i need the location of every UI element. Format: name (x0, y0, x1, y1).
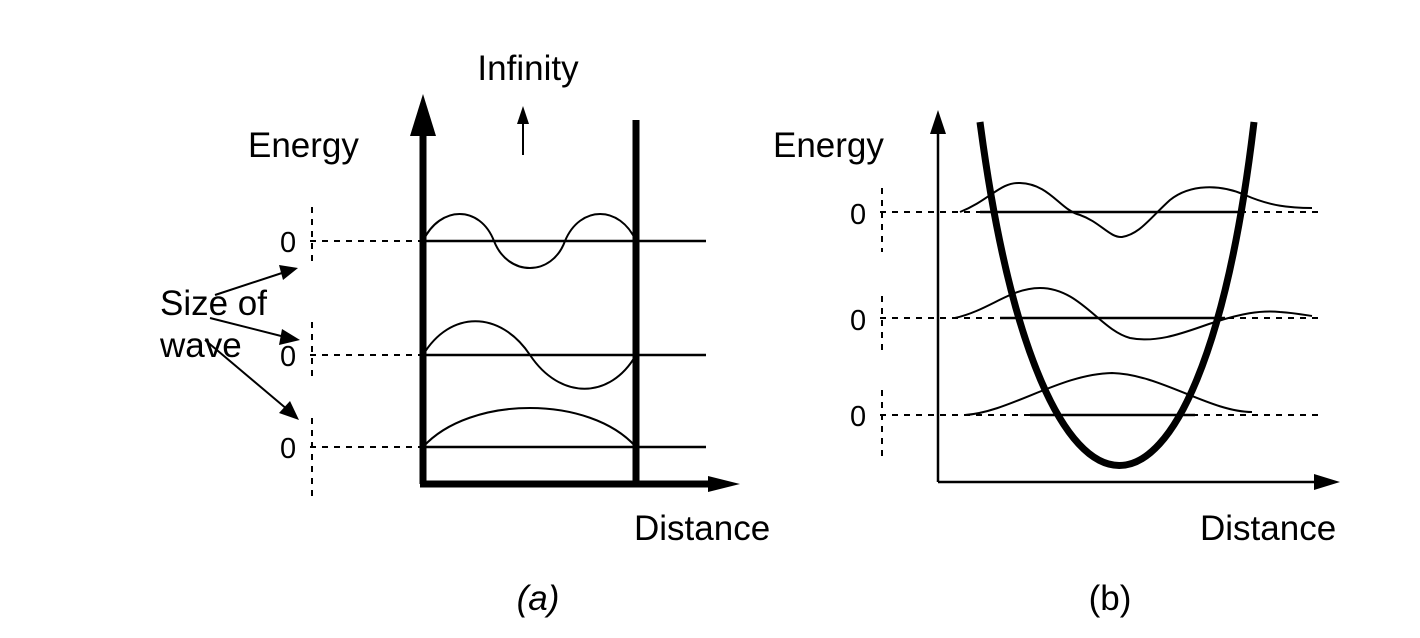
parabolic-potential (976, 121, 1258, 469)
wavefunction-b-3 (959, 181, 1313, 238)
pointer-arrow-icon (204, 339, 299, 420)
wave-size-label-line2: wave (159, 326, 242, 365)
zero-label-b-2: 0 (850, 305, 866, 337)
zero-label-b-3: 0 (850, 199, 866, 231)
zero-label-a-2: 0 (280, 341, 296, 373)
distance-axis-b (938, 474, 1340, 490)
zero-label-a-1: 0 (280, 433, 296, 465)
energy-axis-b (930, 110, 946, 482)
wave-size-label-line1: Size of (160, 284, 267, 323)
wavefunction-a-2 (422, 320, 637, 390)
wavefunction-a-1 (422, 407, 637, 448)
pointer-arrow-icon (214, 265, 298, 296)
wavefunction-b-1 (964, 371, 1253, 416)
distance-axis-label-a: Distance (634, 509, 770, 548)
wavefunction-a-3 (422, 213, 637, 269)
energy-axis-label-b: Energy (773, 126, 884, 165)
pointer-arrow-icon (209, 317, 300, 345)
energy-axis-label-a: Energy (248, 126, 359, 165)
wavefunction-b-2 (954, 286, 1313, 341)
caption-b: (b) (1089, 579, 1132, 618)
infinity-arrow-icon (517, 106, 529, 155)
infinity-label: Infinity (477, 49, 579, 88)
caption-a: (a) (517, 579, 560, 618)
distance-axis-label-b: Distance (1200, 509, 1336, 548)
energy-axis-a (410, 94, 436, 484)
zero-label-a-3: 0 (280, 227, 296, 259)
panel-a: Infinity Energy Distance (a) 0 0 0 (159, 49, 770, 618)
distance-axis-a (420, 476, 740, 492)
panel-b: Energy Distance (b) 0 0 0 (773, 110, 1340, 618)
zero-label-b-1: 0 (850, 401, 866, 433)
